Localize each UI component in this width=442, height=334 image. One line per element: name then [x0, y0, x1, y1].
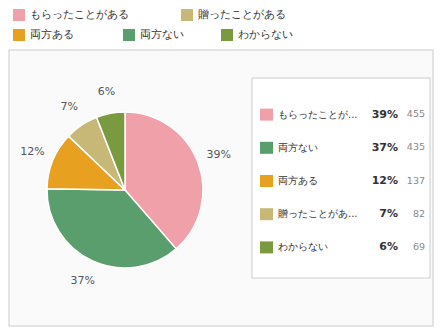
- data-label: 12%: [20, 145, 44, 158]
- chart-svg: もらったことがある贈ったことがある両方ある両方ないわからない39%37%12%7…: [0, 0, 442, 334]
- pie-slice: [97, 112, 125, 190]
- legend-swatch: [260, 142, 273, 154]
- legend-label: 両方ない: [278, 142, 318, 153]
- legend-label: もらったことがある: [30, 8, 129, 21]
- legend-label: 贈ったことがある: [198, 8, 286, 21]
- legend-swatch: [221, 29, 233, 41]
- top-legend: 両方ある 両方ない わからない: [13, 28, 293, 41]
- legend-label: 贈ったことがあ...: [278, 208, 358, 219]
- legend-swatch: [181, 9, 193, 21]
- legend-label: わからない: [238, 28, 293, 41]
- legend-label: もらったことが...: [278, 109, 358, 120]
- legend-swatch: [260, 175, 273, 187]
- legend-label: 両方ない: [140, 28, 184, 41]
- legend-swatch: [260, 109, 273, 121]
- data-label: 7%: [61, 100, 78, 113]
- legend-count: 455: [407, 108, 425, 119]
- legend-count: 137: [407, 175, 425, 186]
- chart-box: [9, 50, 433, 326]
- pie-slice: [47, 189, 176, 268]
- legend-label: わからない: [278, 241, 328, 252]
- data-label: 39%: [206, 148, 230, 161]
- legend-box: [252, 78, 430, 278]
- legend-count: 69: [413, 241, 425, 252]
- legend-label: 両方ある: [278, 175, 318, 186]
- legend-value: 37%: [372, 141, 398, 154]
- legend-value: 7%: [379, 207, 398, 220]
- legend-swatch: [13, 29, 25, 41]
- legend-swatch: [13, 9, 25, 21]
- top-legend: もらったことがある 贈ったことがある: [13, 8, 286, 21]
- data-label: 6%: [98, 85, 115, 98]
- legend-count: 82: [413, 208, 425, 219]
- legend-swatch: [260, 241, 273, 253]
- chart-container: もらったことがある贈ったことがある両方ある両方ないわからない39%37%12%7…: [0, 0, 442, 334]
- legend-swatch: [260, 208, 273, 220]
- legend-swatch: [123, 29, 135, 41]
- pie: [47, 112, 203, 268]
- legend: もらったことが... 39% 455 両方ない 37% 435 両方ある 12% 137 贈ったこ…: [252, 78, 430, 278]
- legend-value: 39%: [372, 108, 398, 121]
- legend-label: 両方ある: [30, 28, 74, 41]
- data-label: 37%: [71, 274, 95, 287]
- legend-count: 435: [407, 141, 425, 152]
- legend-value: 12%: [372, 174, 398, 187]
- legend-value: 6%: [379, 240, 398, 253]
- data-labels: 39% 37% 12% 7% 6%: [20, 85, 231, 287]
